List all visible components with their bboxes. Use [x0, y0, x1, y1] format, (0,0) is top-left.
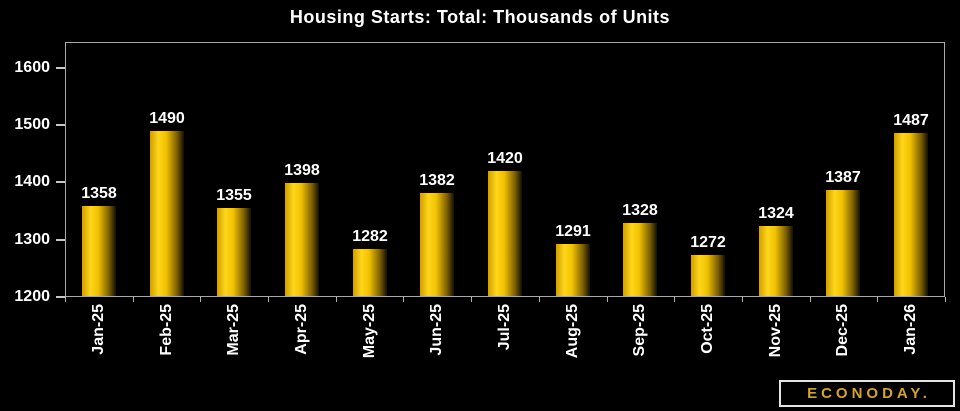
x-axis-label: Jan-26: [902, 304, 919, 355]
bar: [285, 183, 319, 296]
bar: [420, 193, 454, 296]
bar-value-label: 1382: [419, 172, 455, 189]
bar-value-label: 1487: [893, 112, 929, 129]
x-axis-label: Feb-25: [158, 304, 175, 356]
y-axis-tick-label: 1200: [14, 288, 50, 305]
bar: [82, 206, 116, 296]
x-axis-label: May-25: [361, 304, 378, 359]
x-axis-tick: [674, 297, 675, 302]
x-axis-label: Jan-25: [90, 304, 107, 355]
x-axis-tick: [742, 297, 743, 302]
y-axis-tick-label: 1600: [14, 58, 50, 76]
bar-value-label: 1291: [555, 223, 591, 240]
x-axis-tick: [471, 297, 472, 302]
bar: [623, 223, 657, 296]
bar: [150, 131, 184, 296]
bar-value-label: 1387: [825, 169, 861, 186]
y-axis-tick: [56, 181, 65, 184]
x-axis-tick: [877, 297, 878, 302]
y-axis-tick: [56, 296, 65, 298]
bar-value-label: 1420: [487, 150, 523, 167]
y-axis-tick: [56, 238, 65, 241]
bar: [691, 255, 725, 296]
y-axis-tick-label: 1500: [14, 116, 50, 134]
x-axis-tick: [200, 297, 201, 302]
y-axis-tick-label: 1300: [14, 230, 50, 248]
y-axis-tick: [56, 124, 65, 127]
x-axis-label: Aug-25: [564, 304, 581, 359]
x-axis-label: Dec-25: [834, 304, 851, 357]
chart-title: Housing Starts: Total: Thousands of Unit…: [289, 7, 671, 27]
bar: [556, 244, 590, 296]
bar-value-label: 1324: [758, 205, 794, 222]
econoday-logo: ECONODAY.: [779, 380, 955, 407]
bar-value-label: 1272: [690, 234, 726, 251]
x-axis-tick: [133, 297, 134, 302]
x-axis-tick: [403, 297, 404, 302]
x-axis-label: Jun-25: [428, 304, 445, 356]
bar: [217, 208, 251, 296]
econoday-logo-text: ECONODAY.: [807, 385, 931, 402]
x-axis-label: Nov-25: [767, 304, 784, 358]
x-axis-tick: [336, 297, 337, 302]
x-axis-tick: [539, 297, 540, 302]
bar: [353, 249, 387, 296]
x-axis-tick: [607, 297, 608, 302]
bar-value-label: 1328: [622, 202, 658, 219]
x-axis-tick: [65, 297, 66, 302]
x-axis-tick: [945, 297, 946, 302]
bar-value-label: 1282: [352, 228, 388, 245]
x-axis-label: Sep-25: [631, 304, 648, 357]
bar: [488, 171, 522, 296]
plot-area: 1358 1490 1355 1398 1282 1382 1420 1291 1328 1272…: [65, 42, 945, 297]
bar-value-label: 1490: [149, 110, 185, 127]
bar: [759, 226, 793, 296]
y-axis-tick: [56, 66, 65, 69]
bar: [826, 190, 860, 296]
bar-value-label: 1358: [81, 185, 117, 202]
bar-value-label: 1398: [284, 162, 320, 179]
bar: [894, 133, 928, 296]
bar-value-label: 1355: [216, 187, 252, 204]
x-axis-label: Oct-25: [699, 304, 716, 354]
x-axis-label: Jul-25: [496, 304, 513, 351]
x-axis-tick: [810, 297, 811, 302]
x-axis-label: Apr-25: [293, 304, 310, 355]
x-axis-tick: [268, 297, 269, 302]
y-axis-tick-label: 1400: [14, 173, 50, 191]
x-axis-label: Mar-25: [225, 304, 242, 356]
